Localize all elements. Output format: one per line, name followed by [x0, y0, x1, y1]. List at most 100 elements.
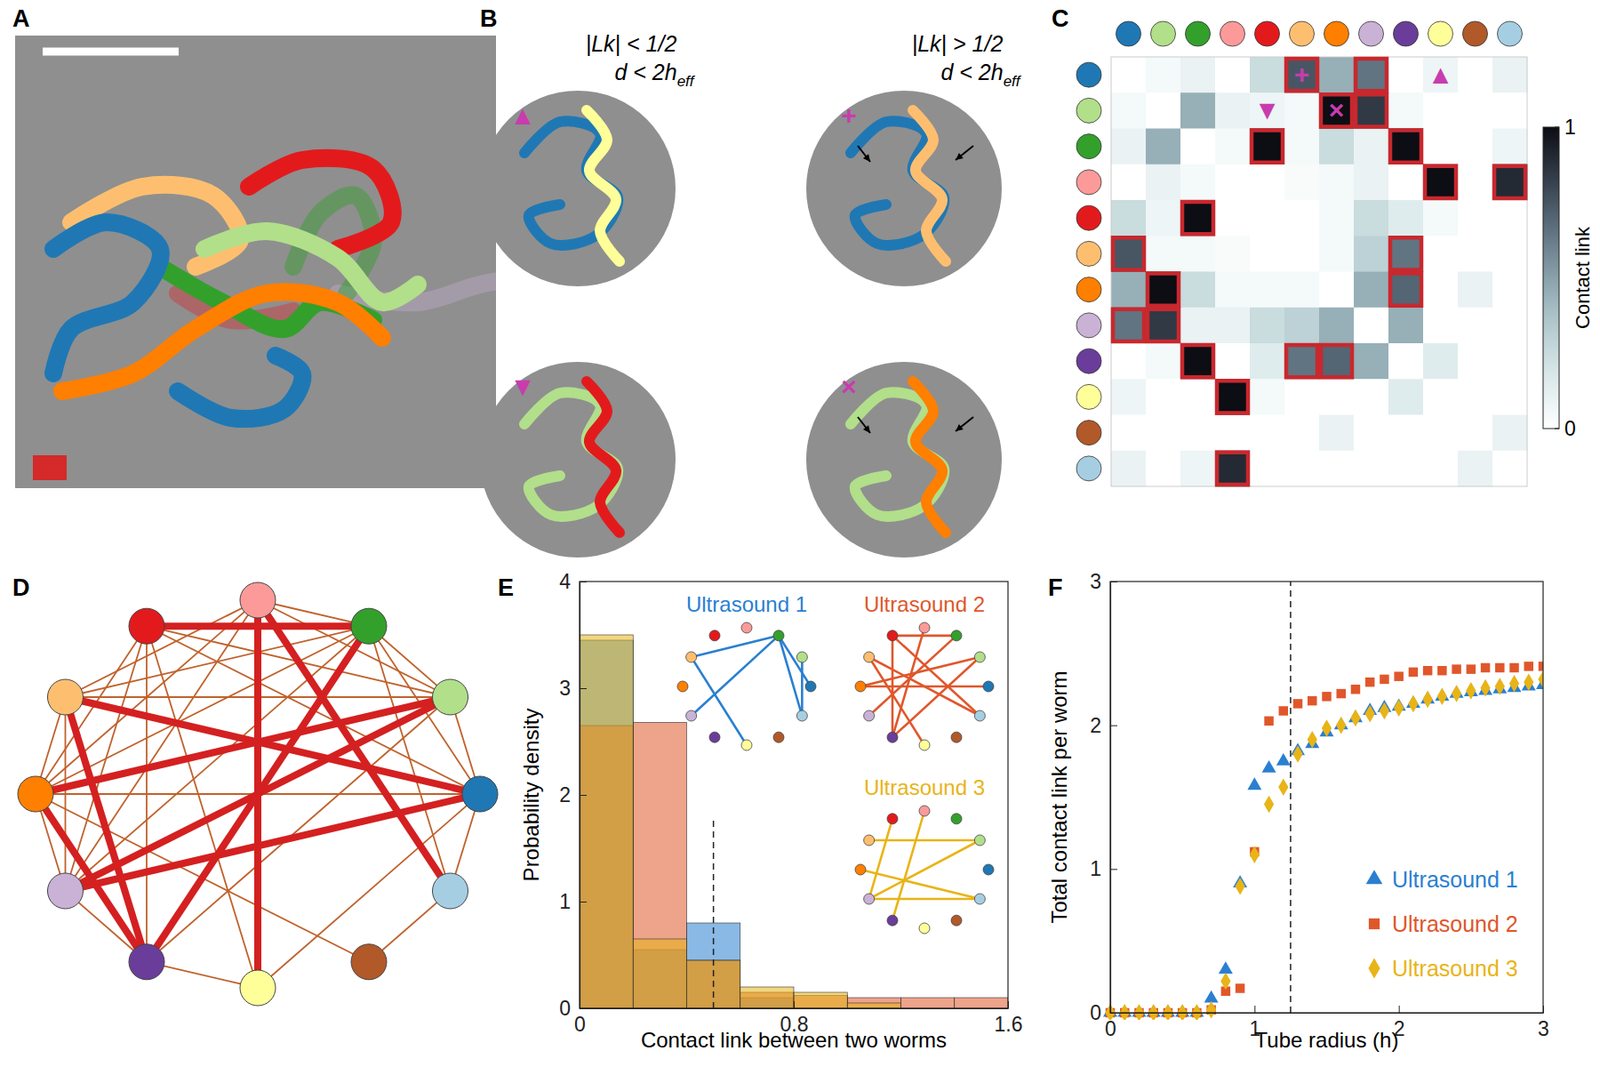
row-color — [1076, 348, 1102, 374]
cell — [1145, 343, 1182, 380]
point — [1336, 716, 1346, 735]
cell — [1215, 343, 1251, 380]
cell — [1180, 307, 1216, 344]
tick: 0 — [559, 996, 587, 1020]
point — [1307, 730, 1318, 749]
cell — [1284, 450, 1320, 488]
cell — [1284, 92, 1320, 129]
cell — [1284, 164, 1320, 201]
cell — [1388, 92, 1424, 129]
cell — [1215, 200, 1251, 237]
tick-label: 0 — [1104, 1016, 1117, 1040]
cell — [1319, 164, 1355, 201]
cell — [1145, 128, 1182, 166]
inset-node — [887, 914, 898, 926]
point — [1451, 664, 1461, 673]
tick-mark — [793, 1000, 795, 1008]
worm-rendering — [62, 291, 383, 392]
cell-marker: × — [1328, 95, 1345, 125]
column-color — [1116, 21, 1142, 47]
cell — [1249, 200, 1286, 237]
column-color — [1428, 21, 1454, 47]
inset-title: Ultrasound 2 — [864, 592, 985, 616]
cell — [1111, 343, 1147, 380]
tick: 2 — [1089, 713, 1118, 737]
cell — [1457, 56, 1494, 94]
node — [128, 944, 165, 980]
column-color — [1289, 21, 1315, 47]
point — [1336, 688, 1345, 698]
scale-bar — [42, 48, 179, 56]
edge-strong — [35, 793, 147, 962]
panel-label: D — [12, 574, 31, 601]
cell — [1457, 164, 1494, 201]
tick-mark — [579, 794, 587, 796]
cell — [1111, 415, 1147, 452]
cell — [1353, 272, 1390, 309]
cell — [1249, 343, 1286, 380]
colorbar-tick — [1554, 127, 1560, 128]
cell — [1492, 164, 1528, 201]
point — [1509, 674, 1520, 693]
cell — [1457, 415, 1494, 452]
point — [1307, 696, 1317, 705]
marker: ▲ — [509, 100, 536, 130]
cell — [1423, 343, 1459, 380]
tick-mark — [1399, 1005, 1400, 1013]
inset-edge — [869, 656, 925, 745]
point — [1218, 960, 1233, 974]
cell — [1423, 128, 1459, 166]
tick: 1 — [1089, 856, 1118, 880]
inset-edge — [892, 810, 925, 920]
inset-node — [864, 834, 875, 846]
worm — [586, 381, 620, 533]
inset-node — [919, 739, 930, 751]
column-color — [1497, 21, 1523, 47]
inset-node — [796, 651, 808, 663]
edge — [64, 696, 67, 891]
marker: + — [840, 100, 857, 130]
legend-marker — [1368, 958, 1380, 979]
histogram-bar — [740, 986, 794, 1008]
cell — [1388, 343, 1424, 380]
tick: 4 — [559, 569, 587, 593]
edge-strong — [35, 696, 451, 794]
point — [1451, 684, 1462, 703]
legend-label: Ultrasound 1 — [1392, 866, 1519, 892]
panel-c: +▲▼×01Contact link — [1076, 21, 1594, 488]
node — [128, 608, 165, 644]
inset-node — [887, 813, 898, 824]
cell — [1180, 343, 1216, 380]
column-color — [1220, 21, 1246, 47]
cell — [1492, 378, 1528, 416]
cell — [1111, 200, 1147, 237]
cell — [1423, 415, 1459, 452]
example: ▼ — [480, 361, 676, 558]
arrow-head — [863, 153, 871, 162]
inset-edge — [691, 635, 779, 716]
column-color — [1255, 21, 1280, 47]
cell — [1423, 92, 1459, 129]
point — [1495, 663, 1504, 672]
cell — [1215, 92, 1251, 129]
point — [1162, 1003, 1173, 1020]
tick-label: 1 — [559, 889, 571, 913]
cell — [1145, 56, 1182, 94]
point — [1351, 684, 1360, 694]
panel-d — [17, 582, 498, 1006]
cell — [1492, 307, 1528, 344]
row-color — [1076, 205, 1102, 231]
cell — [1111, 378, 1147, 416]
tick-label: 0 — [574, 1012, 586, 1036]
highlight-box — [1216, 380, 1248, 413]
y-axis-label: Probability density — [519, 708, 544, 882]
cell — [1145, 235, 1182, 272]
inset-node — [741, 622, 752, 633]
x-axis-label: Contact link between two worms — [640, 1027, 947, 1052]
inset-node — [951, 914, 962, 926]
inset-edge — [778, 635, 802, 716]
tick-mark — [579, 688, 587, 689]
point — [1148, 1003, 1159, 1020]
panel-label: E — [497, 574, 514, 601]
worm — [586, 110, 620, 262]
